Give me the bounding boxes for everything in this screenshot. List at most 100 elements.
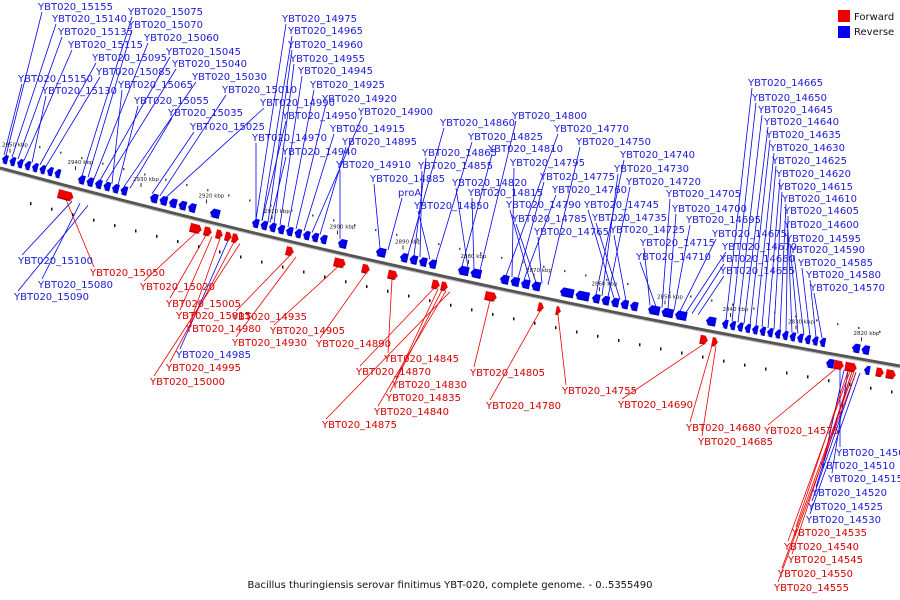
gene-label-ybt020-14635: YBT020_14635: [765, 130, 841, 141]
minor-mark: [837, 323, 839, 326]
leader-line: [801, 267, 811, 336]
leader-line: [319, 272, 367, 339]
gene-reverse-54: [737, 322, 744, 332]
leader-line: [123, 81, 197, 187]
leader-line: [117, 105, 139, 186]
minor-mark: [438, 243, 440, 246]
gene-reverse-61: [789, 332, 797, 342]
leader-line: [767, 178, 781, 329]
gene-reverse-24: [285, 226, 294, 237]
gene-label-ybt020-14820: YBT020_14820: [451, 178, 527, 189]
gene-label-ybt020-15050: YBT020_15050: [89, 268, 165, 279]
gene-label-ybt020-14870: YBT020_14870: [355, 367, 431, 378]
leader-line: [685, 251, 727, 313]
gene-forward-13: [537, 302, 544, 313]
gene-reverse-9: [86, 177, 95, 188]
gene-label-ybt020-14855: YBT020_14855: [417, 161, 493, 172]
minor-mark: [186, 184, 188, 187]
minor-mark: [681, 351, 683, 355]
gene-label-ybt020-14655: YBT020_14655: [719, 266, 795, 277]
gene-reverse-41: [560, 287, 575, 299]
gene-label-ybt020-14890: YBT020_14890: [315, 339, 391, 350]
leader-line: [3, 83, 23, 156]
leader-line: [547, 146, 581, 285]
minor-mark: [513, 317, 515, 321]
gene-label-ybt020-14970: YBT020_14970: [251, 133, 327, 144]
gene-label-ybt020-14825: YBT020_14825: [467, 132, 543, 143]
leader-line: [417, 210, 431, 260]
gene-label-ybt020-14750: YBT020_14750: [575, 137, 651, 148]
minor-mark: [480, 252, 482, 255]
gene-reverse-62: [797, 333, 804, 344]
gene-label-ybt020-15020: YBT020_15020: [139, 282, 215, 293]
leader-line: [267, 49, 293, 223]
minor-mark: [858, 326, 860, 329]
gene-reverse-25: [294, 228, 303, 239]
leader-line: [473, 300, 491, 368]
gene-label-ybt020-14630: YBT020_14630: [769, 143, 845, 154]
scale-tick-label: 2870 kbp: [526, 268, 552, 274]
gene-label-ybt020-14790: YBT020_14790: [505, 200, 581, 211]
minor-mark: [366, 285, 368, 289]
gene-label-ybt020-15055: YBT020_15055: [133, 96, 209, 107]
gene-reverse-5: [39, 165, 47, 175]
scale-tick-label: 2880 kbp: [461, 254, 487, 260]
minor-mark: [492, 312, 494, 316]
gene-reverse-50: [675, 310, 688, 322]
minor-mark: [723, 359, 725, 363]
minor-mark: [375, 229, 377, 232]
leader-line: [767, 368, 837, 426]
gene-label-ybt020-14785: YBT020_14785: [511, 214, 587, 225]
minor-mark: [597, 334, 599, 338]
scale-tick-label: 2910 kbp: [264, 209, 290, 215]
minor-mark: [891, 390, 893, 394]
leader-line: [105, 68, 177, 183]
leader-line: [607, 186, 631, 298]
minor-mark: [207, 189, 209, 192]
gene-reverse-38: [510, 277, 521, 288]
scale-tick-label: 2850 kbp: [657, 294, 683, 300]
leader-line: [311, 116, 363, 233]
leader-line: [261, 120, 287, 221]
gene-reverse-17: [178, 200, 188, 211]
leader-line: [511, 167, 515, 278]
minor-mark: [396, 233, 398, 236]
minor-mark: [228, 194, 230, 197]
leader-line: [595, 159, 625, 295]
leader-line: [93, 42, 149, 180]
gene-forward-4: [223, 231, 232, 242]
scale-tick-label: 2930 kbp: [133, 177, 159, 183]
scale-tick-label: 2920 kbp: [199, 193, 225, 199]
leader-line: [689, 345, 713, 423]
gene-label-ybt020-14895: YBT020_14895: [341, 137, 417, 148]
leader-line: [781, 371, 855, 569]
gene-label-ybt020-14965: YBT020_14965: [287, 26, 363, 37]
minor-mark: [72, 213, 74, 217]
gene-label-ybt020-14685: YBT020_14685: [697, 437, 773, 448]
gene-label-ybt020-14715: YBT020_14715: [639, 238, 715, 249]
gene-forward-2: [202, 226, 212, 237]
gene-reverse-34: [428, 259, 438, 270]
leader-line: [179, 240, 229, 350]
leader-line: [111, 89, 123, 184]
gene-reverse-39: [521, 279, 531, 290]
minor-mark: [39, 146, 41, 149]
gene-label-ybt020-14845: YBT020_14845: [383, 354, 459, 365]
gene-reverse-8: [77, 175, 86, 185]
gene-label-ybt020-14995: YBT020_14995: [165, 363, 241, 374]
scale-tick-label: 2860 kbp: [592, 281, 618, 287]
gene-reverse-36: [470, 268, 483, 279]
leader-line: [787, 229, 793, 333]
leader-line: [273, 63, 295, 224]
leader-line: [129, 117, 173, 189]
gene-label-ybt020-15155: YBT020_15155: [37, 2, 113, 13]
leader-line: [387, 197, 403, 251]
leader-line: [537, 236, 543, 284]
gene-label-ybt020-14710: YBT020_14710: [635, 252, 711, 263]
leader-line: [387, 278, 393, 354]
leader-line: [295, 103, 327, 229]
gene-label-ybt020-14915: YBT020_14915: [329, 124, 405, 135]
gene-label-ybt020-14755: YBT020_14755: [561, 386, 637, 397]
minor-mark: [240, 255, 242, 259]
gene-reverse-18: [187, 203, 197, 214]
